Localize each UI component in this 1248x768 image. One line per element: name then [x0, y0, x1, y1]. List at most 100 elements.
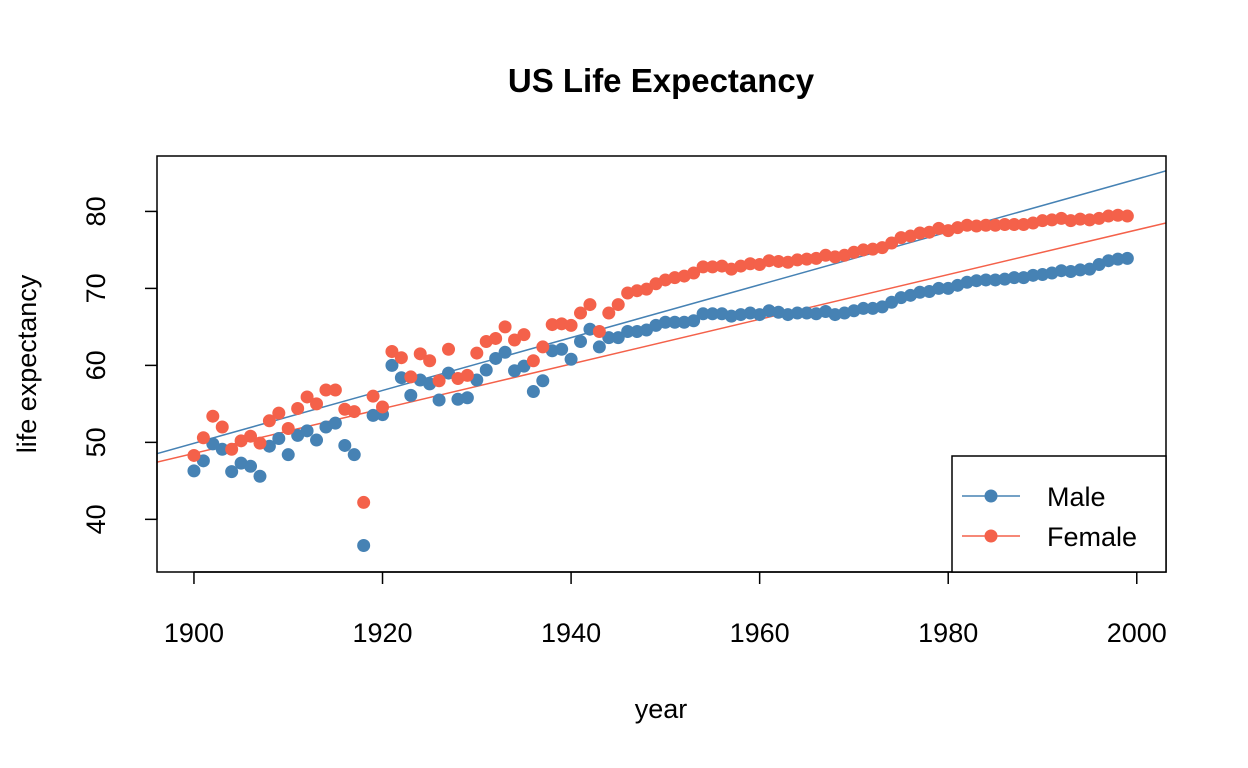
- point-female: [536, 340, 550, 354]
- point-female: [1111, 208, 1125, 222]
- point-male: [187, 464, 201, 478]
- point-male: [498, 345, 512, 359]
- point-male: [564, 352, 578, 366]
- point-male: [1120, 251, 1134, 265]
- point-female: [206, 409, 220, 423]
- point-female: [404, 370, 418, 384]
- point-male: [592, 340, 606, 354]
- point-male: [489, 351, 503, 365]
- point-male: [856, 301, 870, 315]
- point-male: [196, 454, 210, 468]
- point-male: [1026, 268, 1040, 282]
- point-female: [187, 448, 201, 462]
- point-female: [526, 354, 540, 368]
- series-female: [187, 208, 1134, 509]
- legend-marker-male: [984, 489, 998, 503]
- legend: Male Female: [951, 455, 1167, 573]
- series-male: [187, 251, 1134, 553]
- point-female: [300, 390, 314, 404]
- point-female: [602, 306, 616, 320]
- point-male: [602, 331, 616, 345]
- point-female: [988, 218, 1002, 232]
- point-male: [281, 448, 295, 462]
- point-male: [988, 273, 1002, 287]
- point-male: [460, 391, 474, 405]
- point-female: [998, 218, 1012, 232]
- point-male: [800, 306, 814, 320]
- point-female: [1007, 218, 1021, 232]
- point-male: [1073, 263, 1087, 277]
- point-female: [225, 442, 239, 456]
- point-female: [460, 368, 474, 382]
- point-female: [969, 219, 983, 233]
- point-female: [743, 257, 757, 271]
- y-tick-label: 60: [81, 350, 111, 380]
- trend-lines: [157, 170, 1166, 463]
- x-axis: 1900 1920 1940 1960 1980 2000: [164, 571, 1167, 648]
- x-tick-label: 1920: [352, 618, 412, 648]
- point-male: [225, 465, 239, 479]
- point-female: [291, 401, 305, 415]
- axes: 1900 1920 1940 1960 1980 2000 40 50 60 70 80: [81, 196, 1167, 648]
- point-female: [1073, 212, 1087, 226]
- point-female: [196, 431, 210, 445]
- y-axis-label: life expectancy: [12, 274, 42, 453]
- point-male: [432, 393, 446, 407]
- point-female: [762, 254, 776, 268]
- point-male: [621, 325, 635, 339]
- point-male: [790, 306, 804, 320]
- point-male: [696, 307, 710, 321]
- point-female: [574, 306, 588, 320]
- point-male: [357, 539, 371, 553]
- point-female: [772, 254, 786, 268]
- point-female: [979, 218, 993, 232]
- chart-title: US Life Expectancy: [508, 62, 815, 99]
- point-female: [856, 243, 870, 257]
- point-male: [1007, 271, 1021, 285]
- plot-frame: [156, 155, 1167, 573]
- point-male: [1054, 264, 1068, 278]
- point-male: [404, 388, 418, 402]
- point-female: [366, 389, 380, 403]
- point-female: [432, 374, 446, 388]
- x-tick-label: 1900: [164, 618, 224, 648]
- point-male: [687, 314, 701, 328]
- y-tick-label: 70: [81, 273, 111, 303]
- point-female: [1101, 209, 1115, 223]
- x-tick-label: 1960: [730, 618, 790, 648]
- y-tick-label: 40: [81, 504, 111, 534]
- point-male: [310, 433, 324, 447]
- point-female: [885, 236, 899, 250]
- point-female: [640, 282, 654, 296]
- point-female: [545, 318, 559, 332]
- point-male: [555, 342, 569, 356]
- point-female: [262, 414, 276, 428]
- point-male: [385, 358, 399, 372]
- point-female: [498, 320, 512, 334]
- x-tick-label: 2000: [1107, 618, 1167, 648]
- data-points: [187, 208, 1134, 553]
- point-male: [272, 432, 286, 446]
- point-female: [960, 218, 974, 232]
- point-male: [932, 281, 946, 295]
- point-female: [517, 328, 531, 342]
- point-male: [253, 469, 267, 483]
- point-female: [253, 436, 267, 450]
- point-female: [376, 400, 390, 414]
- x-tick-label: 1980: [918, 618, 978, 648]
- point-male: [300, 424, 314, 438]
- point-female: [696, 260, 710, 274]
- point-female: [413, 347, 427, 361]
- x-axis-label: year: [635, 694, 688, 724]
- point-female: [800, 252, 814, 266]
- point-female: [442, 342, 456, 356]
- point-female: [706, 260, 720, 274]
- legend-label-female: Female: [1047, 522, 1137, 552]
- point-female: [470, 346, 484, 360]
- y-axis: 40 50 60 70 80: [81, 196, 158, 534]
- point-male: [706, 307, 720, 321]
- point-female: [385, 345, 399, 359]
- point-male: [366, 408, 380, 422]
- point-female: [583, 298, 597, 312]
- point-male: [658, 315, 672, 329]
